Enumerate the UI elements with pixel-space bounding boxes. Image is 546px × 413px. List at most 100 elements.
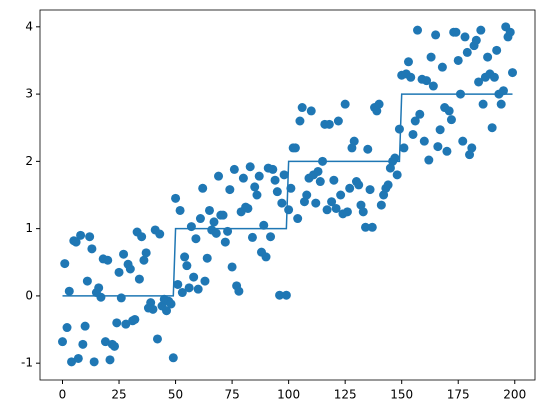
x-tick-label: 200 <box>503 388 526 402</box>
scatter-point <box>238 173 248 183</box>
scatter-point <box>496 99 506 109</box>
scatter-point <box>137 232 147 242</box>
scatter-point <box>492 45 502 55</box>
scatter-point <box>327 197 337 207</box>
x-tick-label: 100 <box>277 388 300 402</box>
scatter-point <box>96 292 106 302</box>
scatter-point <box>392 170 402 180</box>
scatter-point <box>152 334 162 344</box>
scatter-point <box>64 286 74 296</box>
scatter-point <box>376 200 386 210</box>
scatter-point <box>209 217 219 227</box>
scatter-point <box>177 288 187 298</box>
x-tick-label: 125 <box>334 388 357 402</box>
scatter-point <box>62 323 72 333</box>
scatter-point <box>374 99 384 109</box>
scatter-point <box>313 166 323 176</box>
scatter-point <box>315 177 325 187</box>
x-tick-label: 25 <box>111 388 126 402</box>
axes-frame <box>39 9 536 381</box>
scatter-point <box>227 262 237 272</box>
x-tick-label: 50 <box>168 388 183 402</box>
scatter-point <box>58 337 67 347</box>
scatter-point <box>266 232 276 242</box>
scatter-point <box>243 203 253 213</box>
y-tick-label: 3 <box>25 87 33 101</box>
scatter-point <box>489 72 499 82</box>
scatter-point <box>220 237 230 247</box>
scatter-point <box>286 183 296 193</box>
scatter-point <box>408 129 418 139</box>
y-tick-label: -1 <box>21 356 33 370</box>
scatter-point <box>358 207 368 217</box>
scatter-point <box>110 341 120 351</box>
scatter-point <box>413 25 423 35</box>
scatter-point <box>444 106 454 116</box>
scatter-point <box>250 182 260 192</box>
scatter-point <box>173 279 183 289</box>
scatter-point <box>331 203 341 213</box>
scatter-point <box>130 314 140 324</box>
scatter-point <box>383 180 393 190</box>
scatter-point <box>281 290 291 300</box>
scatter-point <box>200 276 210 286</box>
scatter-point <box>166 299 176 309</box>
scatter-point <box>175 205 185 215</box>
scatter-point <box>431 30 441 40</box>
scatter-point <box>324 119 334 129</box>
scatter-point <box>460 32 470 42</box>
scatter-point <box>302 190 312 200</box>
scatter-point <box>94 283 104 293</box>
scatter-point <box>458 136 468 146</box>
scatter-point <box>390 153 400 163</box>
scatter-point <box>112 318 122 328</box>
scatter-point <box>100 337 110 347</box>
scatter-point <box>451 27 461 37</box>
scatter-point <box>428 81 438 91</box>
scatter-point <box>422 76 432 86</box>
scatter-point <box>189 272 199 282</box>
scatter-point <box>234 286 244 296</box>
scatter-point <box>293 214 303 224</box>
scatter-point <box>275 290 285 300</box>
scatter-point <box>467 143 477 153</box>
x-tick-label: 150 <box>390 388 413 402</box>
scatter-point <box>141 248 151 258</box>
scatter-point <box>505 27 515 37</box>
scatter-point <box>295 116 305 126</box>
scatter-point <box>67 357 77 367</box>
scatter-point <box>247 232 257 242</box>
scatter-point <box>218 210 228 220</box>
scatter-point <box>437 62 447 72</box>
y-tick-label: 0 <box>25 288 33 302</box>
x-tick-label: 0 <box>59 388 67 402</box>
scatter-point <box>345 183 355 193</box>
scatter-point <box>202 253 212 263</box>
scatter-point <box>119 249 129 259</box>
scatter-point <box>442 146 452 156</box>
scatter-point <box>272 187 282 197</box>
scatter-point <box>399 143 409 153</box>
scatter-point <box>394 124 404 134</box>
scatter-point <box>333 116 343 126</box>
scatter-point <box>415 109 425 119</box>
scatter-point <box>171 193 181 203</box>
scatter-point <box>148 304 158 314</box>
scatter-point <box>60 259 70 269</box>
scatter-point <box>471 35 481 45</box>
scatter-point <box>198 183 208 193</box>
scatter-point <box>462 47 472 57</box>
scatter-point <box>78 339 88 349</box>
scatter-point <box>478 99 488 109</box>
scatter-point <box>225 185 235 195</box>
scatter-point <box>340 99 350 109</box>
scatter-point <box>80 321 90 331</box>
scatter-point <box>82 276 92 286</box>
scatter-point <box>186 222 196 232</box>
scatter-point <box>254 171 264 181</box>
scatter-point <box>134 274 144 284</box>
scatter-point <box>184 283 194 293</box>
scatter-point <box>336 190 346 200</box>
scatter-point <box>349 136 359 146</box>
